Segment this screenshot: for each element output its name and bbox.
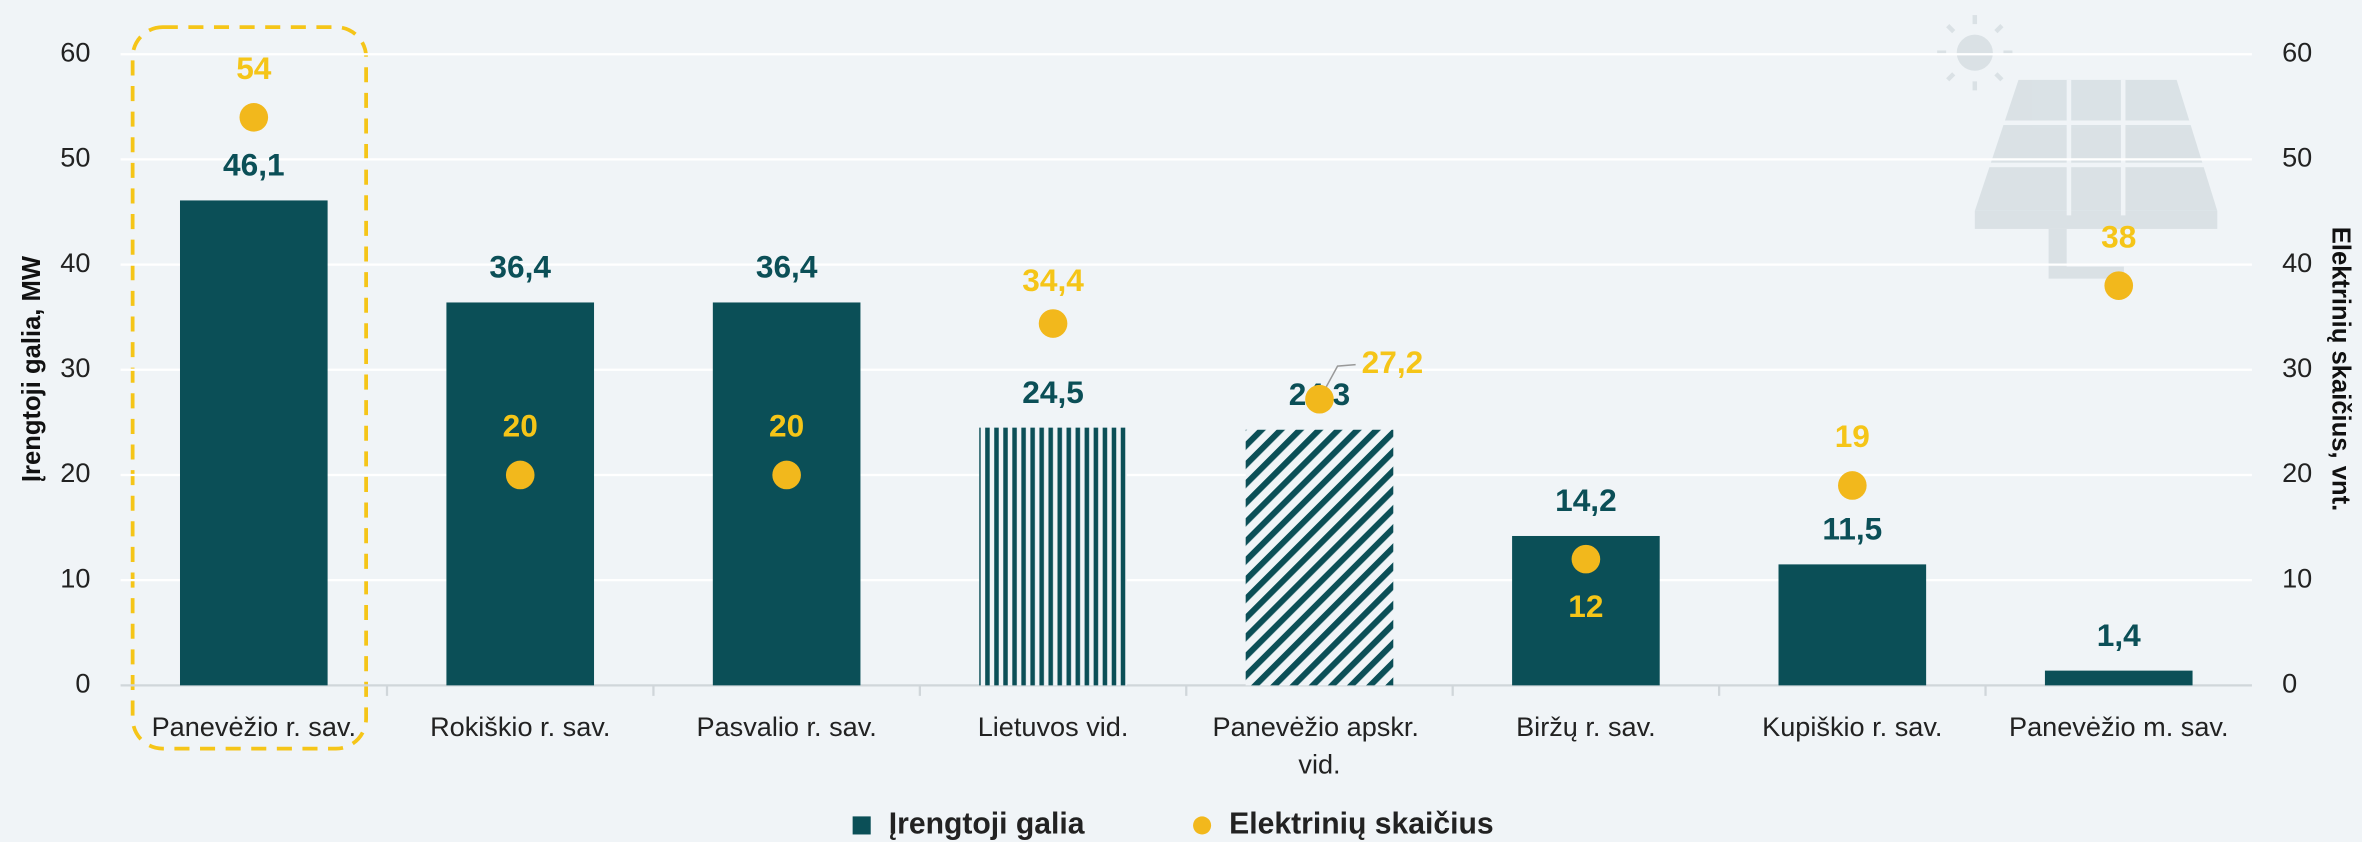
bar-value-label: 1,4: [2097, 617, 2141, 653]
dot: [505, 460, 535, 490]
dot: [1571, 544, 1601, 574]
x-tick-label: Rokiškio r. sav.: [430, 711, 610, 742]
y-axis-title: Įrengtoji galia, MW: [18, 255, 46, 482]
dot-value-label: 20: [769, 408, 804, 444]
y2-tick-label: 60: [2282, 36, 2312, 67]
dot: [1838, 471, 1867, 500]
y2-tick-label: 50: [2282, 142, 2312, 173]
x-tick-label: Panevėžio apskr. vid.: [1212, 711, 1426, 780]
bar: [179, 200, 328, 686]
legend-swatch: [852, 816, 871, 835]
x-tick-label-line: vid.: [1298, 749, 1340, 780]
dot: [1305, 384, 1334, 414]
dot-value-label: 34,4: [1022, 262, 1084, 298]
dot-value-label: 38: [2101, 218, 2136, 254]
dot-value-label: 19: [1835, 418, 1870, 454]
x-tick-label-line: Panevėžio apskr.: [1212, 711, 1426, 742]
dot: [1038, 309, 1068, 338]
bar: [2044, 670, 2193, 686]
solar-icon: [1937, 15, 2218, 279]
y-tick-label: 50: [60, 142, 90, 173]
bar-value-label: 36,4: [489, 249, 551, 285]
y-tick-label: 0: [75, 668, 90, 699]
x-tick-label: Panevėžio r. sav.: [152, 711, 356, 742]
y-tick-label: 60: [60, 36, 90, 67]
dot: [2104, 271, 2134, 300]
bar: [1245, 429, 1394, 686]
y2-tick-label: 10: [2282, 562, 2312, 593]
bar: [712, 302, 861, 686]
bar-value-label: 36,4: [756, 249, 818, 285]
y-tick-label: 20: [60, 457, 90, 488]
bar-value-label: 14,2: [1555, 482, 1617, 518]
bar-value-label: 46,1: [223, 147, 285, 183]
y2-tick-label: 40: [2282, 247, 2312, 278]
y-tick-label: 30: [60, 352, 90, 383]
highlight-box: [130, 25, 368, 751]
dot-value-label: 27,2: [1362, 344, 1424, 380]
y2-axis-title: Elektrinių skaičius, vnt.: [2327, 227, 2355, 511]
dot-value-label: 54: [236, 50, 272, 86]
bar: [979, 427, 1127, 686]
bar: [446, 302, 595, 686]
dot: [772, 460, 801, 490]
legend-label: Elektrinių skaičius: [1229, 807, 1493, 840]
x-tick-label: Lietuvos vid.: [978, 711, 1129, 742]
dot-value-label: 12: [1568, 588, 1603, 624]
x-tick-label: Kupiškio r. sav.: [1762, 711, 1942, 742]
y-tick-label: 40: [60, 247, 90, 278]
x-tick-label: Panevėžio m. sav.: [2009, 711, 2228, 742]
y2-tick-label: 0: [2282, 668, 2297, 699]
bar-value-label: 24,5: [1022, 374, 1084, 410]
y-tick-label: 10: [60, 562, 90, 593]
legend-label: Įrengtoji galia: [889, 807, 1085, 840]
y2-tick-label: 30: [2282, 352, 2312, 383]
legend-swatch: [1193, 816, 1212, 835]
y2-tick-label: 20: [2282, 457, 2312, 488]
x-tick-label: Biržų r. sav.: [1516, 711, 1656, 742]
bar: [1778, 564, 1927, 686]
x-tick-label: Pasvalio r. sav.: [696, 711, 876, 742]
dot: [239, 103, 269, 132]
bar-value-label: 11,5: [1822, 511, 1882, 547]
dot-value-label: 20: [503, 408, 538, 444]
